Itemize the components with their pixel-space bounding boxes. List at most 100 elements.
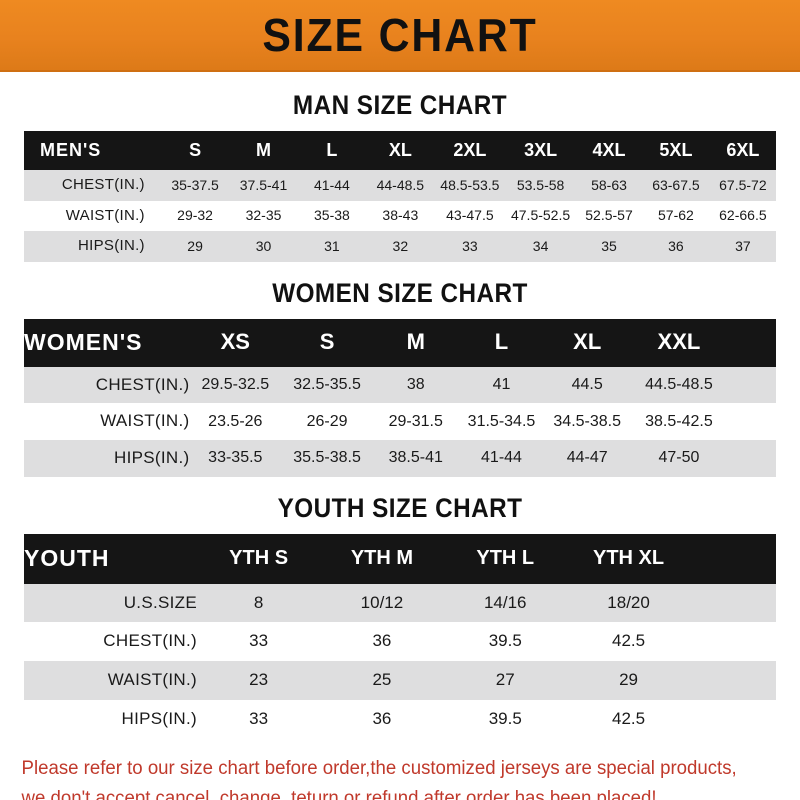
table-cell: 31.5-34.5: [467, 412, 536, 430]
banner-title: SIZE CHART: [262, 9, 538, 61]
table-cell: 18/20: [607, 592, 650, 612]
order-policy-note: Please refer to our size chart before or…: [0, 754, 784, 800]
women-row-label: HIPS(IN.): [114, 447, 190, 467]
table-cell: 34.5-38.5: [553, 412, 621, 430]
youth-row-label: CHEST(IN.): [103, 631, 197, 651]
table-cell: 62-66.5: [719, 207, 767, 224]
table-cell: 39.5: [488, 631, 522, 651]
table-cell: 10/12: [360, 592, 404, 612]
table-cell: 30: [255, 237, 272, 254]
table-cell: [728, 440, 776, 477]
table-cell: 8: [253, 592, 264, 612]
women-header-size-4: L: [494, 329, 509, 354]
man-header-size-6: 3XL: [524, 140, 558, 160]
table-cell: 38.5-41: [388, 449, 443, 467]
table-cell: 23: [249, 669, 269, 689]
table-cell: 41-44: [481, 449, 522, 467]
man-header-row: MEN'S S M L XL 2XL 3XL 4XL 5XL 6XL: [24, 131, 776, 170]
women-header-size-5: XL: [573, 329, 602, 354]
table-row: WAIST(IN.) 29-32 32-35 35-38 38-43 43-47.5 47.…: [24, 200, 776, 231]
table-cell: 48.5-53.5: [440, 176, 500, 193]
women-header-size-6: XXL: [657, 329, 701, 354]
table-cell: 33: [462, 237, 478, 254]
man-header-label: MEN'S: [40, 140, 102, 160]
banner: SIZE CHART: [0, 0, 800, 72]
youth-header-size-3: YTH L: [476, 547, 535, 570]
women-header-size-1: XS: [220, 329, 250, 354]
women-row-label: WAIST(IN.): [100, 411, 190, 431]
table-cell: 29-32: [177, 207, 213, 224]
note-line-2: we don't accept cancel, change, teturn o…: [21, 787, 657, 800]
table-cell: 29.5-32.5: [201, 376, 270, 394]
table-cell: 25: [372, 669, 392, 689]
table-cell: 35-37.5: [171, 176, 219, 193]
table-cell: 53.5-58: [516, 176, 565, 193]
table-cell: 32-35: [245, 207, 282, 224]
table-cell: 57-62: [658, 207, 694, 224]
table-cell: 36: [668, 237, 684, 254]
women-table-body: CHEST(IN.) 29.5-32.5 32.5-35.5 38 41 44.5 44.5…: [24, 366, 776, 477]
table-row: U.S.SIZE 8 10/12 14/16 18/20: [24, 583, 776, 623]
table-cell: 44-47: [566, 449, 608, 467]
table-cell: 37.5-41: [239, 176, 288, 193]
table-cell: 26-29: [306, 412, 348, 430]
table-cell: 41: [492, 376, 511, 394]
table-cell: 36: [372, 631, 392, 651]
youth-header-size-1: YTH S: [229, 547, 289, 570]
table-cell: 38.5-42.5: [645, 412, 713, 430]
table-cell: 44.5: [571, 376, 603, 394]
youth-table-wrap: YOUTH YTH S YTH M YTH L YTH XL U.S.SIZE 8 10/1…: [0, 533, 800, 739]
table-cell: 47.5-52.5: [510, 207, 571, 224]
table-cell: 44-48.5: [376, 176, 425, 193]
man-row-label: WAIST(IN.): [65, 206, 145, 224]
man-table-body: CHEST(IN.) 35-37.5 37.5-41 41-44 44-48.5 48.5…: [24, 170, 776, 262]
table-cell: 33-35.5: [208, 449, 263, 467]
man-header-size-4: XL: [388, 140, 412, 160]
table-cell: [690, 700, 776, 739]
table-row: WAIST(IN.) 23 25 27 29: [24, 660, 776, 700]
man-section-title: MAN SIZE CHART: [292, 90, 508, 120]
table-cell: 43-47.5: [446, 207, 494, 224]
table-cell: 32: [392, 237, 409, 254]
youth-section-title: YOUTH SIZE CHART: [277, 492, 523, 523]
table-row: HIPS(IN.) 29 30 31 32 33 34 35 36 37: [24, 231, 776, 262]
man-row-label: CHEST(IN.): [61, 176, 145, 193]
table-cell: 29: [619, 669, 639, 689]
table-cell: 14/16: [483, 592, 527, 612]
youth-header-label: YOUTH: [24, 544, 110, 571]
table-cell: 41-44: [314, 176, 350, 193]
table-cell: 44.5-48.5: [645, 376, 713, 394]
table-row: CHEST(IN.) 33 36 39.5 42.5: [24, 622, 776, 661]
women-size-table: WOMEN'S XS S M L XL XXL CHEST(IN.) 29.5-32.5 32.…: [24, 318, 776, 477]
man-header-size-2: M: [255, 140, 271, 160]
women-header-size-7: [728, 319, 776, 367]
women-header-size-3: M: [406, 329, 425, 354]
table-cell: 39.5: [488, 708, 522, 728]
youth-header-size-5: [690, 534, 776, 584]
man-size-table: MEN'S S M L XL 2XL 3XL 4XL 5XL 6XL CHEST(IN.) 35-3…: [24, 131, 776, 262]
table-row: WAIST(IN.) 23.5-26 26-29 29-31.5 31.5-34.5 34…: [24, 403, 776, 440]
table-cell: [728, 367, 776, 404]
table-cell: 63-67.5: [652, 176, 700, 193]
man-header-size-5: 2XL: [453, 140, 487, 160]
table-cell: 35-38: [314, 207, 350, 224]
table-cell: 42.5: [612, 708, 646, 728]
women-row-label: CHEST(IN.): [95, 374, 190, 394]
women-table-wrap: WOMEN'S XS S M L XL XXL CHEST(IN.) 29.5-32.5 32.…: [0, 318, 800, 477]
youth-header-row: YOUTH YTH S YTH M YTH L YTH XL: [24, 533, 776, 584]
table-cell: [728, 403, 776, 440]
table-row: HIPS(IN.) 33-35.5 35.5-38.5 38.5-41 41-44 44-…: [24, 439, 776, 477]
women-header-size-2: S: [319, 329, 335, 354]
table-row: CHEST(IN.) 35-37.5 37.5-41 41-44 44-48.5 48.5…: [24, 170, 776, 201]
table-row: CHEST(IN.) 29.5-32.5 32.5-35.5 38 41 44.5 44.5…: [24, 366, 776, 404]
table-cell: 35: [601, 237, 617, 254]
table-cell: 33: [249, 708, 269, 728]
table-cell: 32.5-35.5: [293, 376, 361, 394]
table-cell: 58-63: [591, 176, 627, 193]
youth-header-size-2: YTH M: [350, 547, 414, 570]
youth-row-label: U.S.SIZE: [123, 592, 197, 612]
youth-row-label: WAIST(IN.): [107, 669, 197, 689]
table-cell: 29-31.5: [388, 412, 443, 430]
table-cell: 36: [372, 708, 392, 728]
